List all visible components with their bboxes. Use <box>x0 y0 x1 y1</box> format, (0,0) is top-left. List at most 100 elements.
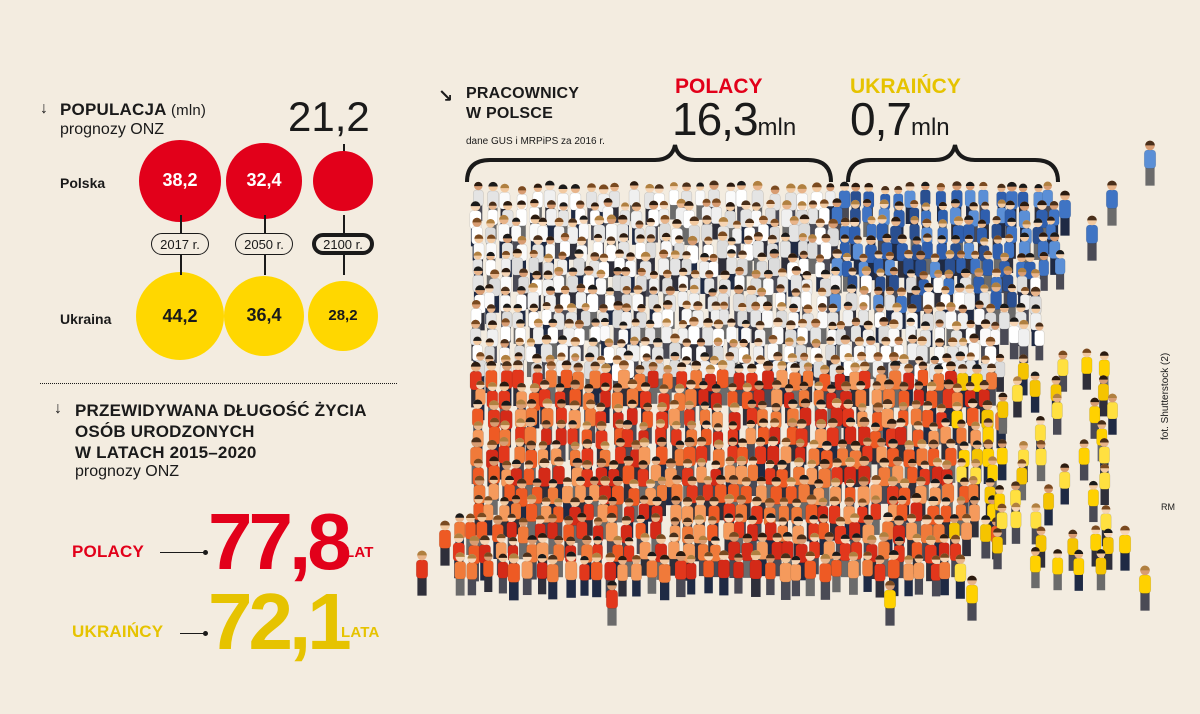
life-title-line-2: OSÓB URODZONYCH <box>75 422 255 441</box>
worker-figure <box>1105 180 1119 226</box>
worker-figure <box>521 552 533 596</box>
worker-figure <box>538 457 551 505</box>
worker-figure <box>536 553 548 595</box>
worker-figure <box>903 555 915 597</box>
life-title-line-1: PRZEWIDYWANA DŁUGOŚĆ ŻYCIA <box>75 401 367 420</box>
worker-figure <box>991 528 1004 570</box>
worker-figure <box>998 303 1010 345</box>
photo-credit: fot. Shutterstock (2) <box>1160 352 1171 440</box>
worker-figure <box>726 249 737 290</box>
worker-figure <box>669 351 681 393</box>
ukraincy-life-unit: LATA <box>341 624 380 641</box>
worker-figure <box>616 555 628 597</box>
worker-figure <box>992 235 1003 275</box>
worker-figure <box>1029 371 1041 413</box>
life-subtitle: prognozy ONZ <box>75 463 180 480</box>
worker-figure <box>716 360 729 406</box>
worker-figure <box>985 363 998 406</box>
country-label-ukraine: Ukraina <box>60 311 112 327</box>
worker-figure <box>595 269 607 311</box>
worker-figure <box>697 535 709 577</box>
polacy-leader-line <box>160 552 205 553</box>
ukraincy-life-label: UKRAIŃCY <box>72 622 164 641</box>
section-divider <box>40 383 397 384</box>
worker-figure <box>1078 439 1090 481</box>
worker-figure <box>883 580 897 626</box>
worker-figure <box>488 475 500 515</box>
worker-figure <box>994 353 1006 392</box>
bubble-ukraine-2050: 36,4 <box>224 276 304 356</box>
worker-figure <box>1035 439 1047 482</box>
polacy-life-label: POLACY <box>72 542 145 561</box>
down-arrow-icon: ↓ <box>40 100 48 117</box>
worker-figure <box>878 457 891 504</box>
worker-figure <box>938 553 951 596</box>
worker-figure <box>933 269 944 308</box>
worker-figure <box>1058 190 1072 236</box>
worker-figure <box>605 512 618 560</box>
worker-figure <box>874 555 886 598</box>
worker-figure <box>806 459 818 501</box>
worker-figure <box>517 517 529 560</box>
worker-figure <box>819 553 832 600</box>
down-arrow-icon: ↓ <box>54 400 62 417</box>
worker-figure <box>415 550 429 596</box>
worker-figure <box>1018 319 1030 363</box>
worker-figure <box>612 267 623 306</box>
worker-figure <box>503 475 516 518</box>
bubble-ukraine-2017: 44,2 <box>136 272 224 360</box>
worker-figure <box>1008 317 1020 360</box>
worker-figure <box>668 182 679 220</box>
worker-figure <box>523 460 535 501</box>
worker-figure <box>499 496 510 537</box>
worker-figure <box>979 515 992 559</box>
worker-figure <box>1017 354 1029 396</box>
worker-figure <box>630 554 642 597</box>
worker-figure <box>639 532 651 576</box>
worker-figure <box>1090 525 1102 567</box>
worker-figure <box>655 437 668 482</box>
worker-figure <box>807 200 819 239</box>
worker-figure <box>567 218 579 260</box>
worker-figure <box>1016 459 1028 501</box>
worker-figure <box>930 555 942 597</box>
worker-figure <box>790 555 802 597</box>
worker-figure <box>1118 525 1132 571</box>
worker-figure <box>732 553 744 594</box>
worker-figure <box>1051 393 1063 435</box>
worker-figure <box>834 365 846 406</box>
worker-figure <box>652 304 663 343</box>
worker-figure <box>1011 376 1023 418</box>
worker-figure <box>482 552 494 593</box>
worker-figure <box>862 551 874 592</box>
workers-polacy-unit: mln <box>757 114 797 141</box>
worker-figure <box>564 551 578 598</box>
year-pill-2050: 2050 r. <box>235 233 293 255</box>
worker-figure <box>1054 249 1066 290</box>
worker-figure <box>1095 549 1107 591</box>
worker-figure <box>842 301 854 342</box>
worker-figure <box>1038 251 1050 291</box>
worker-figure <box>669 250 681 292</box>
worker-figure <box>1057 350 1069 392</box>
workers-title-line-1: PRACOWNICY <box>466 85 580 102</box>
worker-figure <box>841 252 853 292</box>
workers-polacy-label: POLACY <box>675 75 763 98</box>
worker-figure <box>589 361 602 406</box>
worker-figure <box>702 551 715 594</box>
ukraincy-brace <box>846 144 1060 183</box>
worker-figure <box>552 456 565 502</box>
polacy-life-value: 77,8 <box>208 497 352 586</box>
worker-figure <box>623 537 635 577</box>
worker-figure <box>466 554 478 596</box>
callout-value-2100: 21,2 <box>288 93 370 140</box>
worker-figure <box>1099 463 1111 505</box>
year-pill-2100: 2100 r. <box>312 233 374 255</box>
worker-figure <box>454 552 466 596</box>
worker-figure <box>547 513 558 555</box>
worker-figure <box>770 476 783 522</box>
worker-figure <box>1059 463 1071 505</box>
bubble-ukraine-2100: 28,2 <box>307 280 379 352</box>
worker-figure <box>716 231 729 276</box>
